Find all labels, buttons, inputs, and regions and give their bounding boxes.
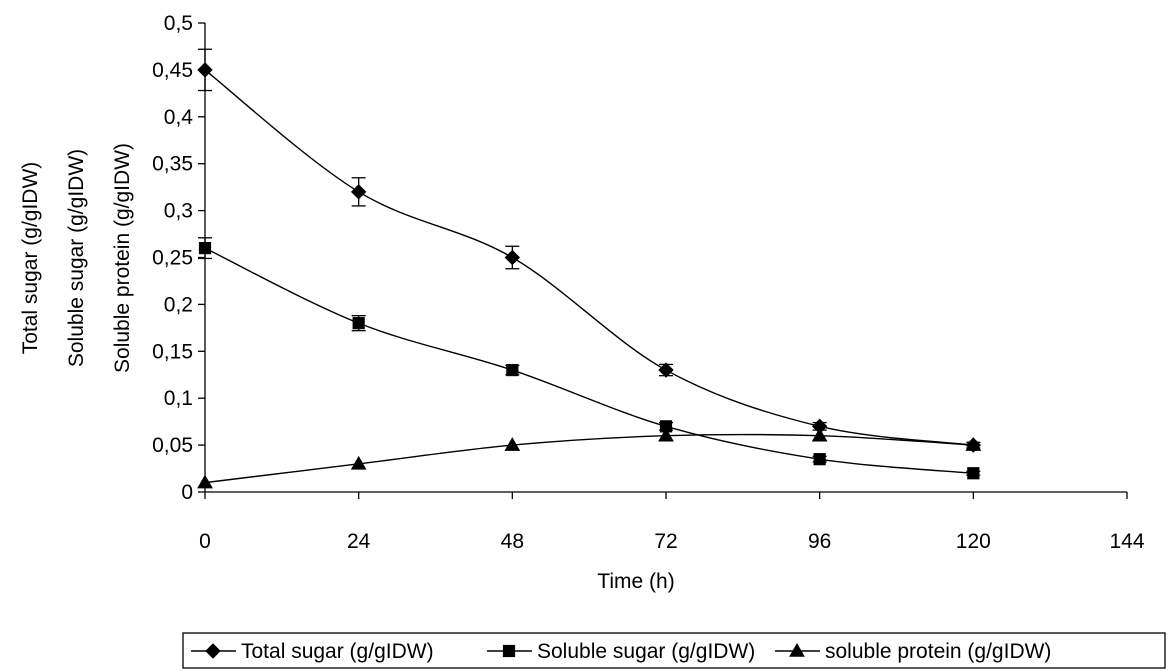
legend: Total sugar (g/gIDW) Soluble sugar (g/gID… <box>182 632 1166 669</box>
series-soluble-sugar <box>198 237 981 480</box>
data-point <box>197 62 213 78</box>
data-point <box>506 363 519 377</box>
legend-box <box>182 632 1166 669</box>
y-tick-label: 0,2 <box>164 293 193 316</box>
y-axis-title-line: Soluble sugar (g/gIDW) <box>65 149 88 367</box>
series-total-sugar <box>197 48 982 453</box>
legend-label: soluble protein (g/gIDW) <box>825 640 1051 663</box>
y-tick-label: 0 <box>181 481 193 504</box>
series-line <box>204 247 974 474</box>
data-point <box>658 362 674 378</box>
data-point <box>350 184 367 200</box>
legend-item: Soluble sugar (g/gIDW) <box>487 640 755 663</box>
y-tick-label: 0,15 <box>152 340 193 363</box>
y-tick-label: 0,25 <box>152 247 193 270</box>
x-tick-label: 48 <box>501 530 524 553</box>
y-axis-title-line: Total sugar (g/gIDW) <box>19 162 42 355</box>
data-point <box>350 455 367 470</box>
y-tick-label: 0,05 <box>152 434 193 457</box>
data-point <box>811 427 828 442</box>
x-tick-label: 72 <box>654 530 677 553</box>
y-tick-label: 0,45 <box>152 59 193 82</box>
x-tick-label: 24 <box>347 530 371 553</box>
data-point <box>504 437 521 451</box>
x-tick-label: 120 <box>956 530 991 553</box>
legend-marker <box>789 642 805 657</box>
y-tick-label: 0,35 <box>152 153 193 176</box>
data-point <box>813 453 826 466</box>
legend-label: Total sugar (g/gIDW) <box>241 640 434 663</box>
legend-item: Total sugar (g/gIDW) <box>191 640 434 663</box>
y-tick-label: 0,3 <box>164 200 193 223</box>
data-point <box>658 427 674 442</box>
series-line <box>204 69 974 446</box>
y-ticks: 0 0,05 0,1 0,15 0,2 0,25 0,3 0,35 0,4 0,45 0,5 <box>152 12 205 504</box>
series-line <box>204 433 974 484</box>
x-tick-label: 144 <box>1109 530 1144 553</box>
y-tick-label: 0,1 <box>164 387 193 410</box>
data-point <box>197 474 213 489</box>
legend-marker <box>502 644 516 658</box>
x-axis-title: Time (h) <box>597 570 674 593</box>
y-tick-label: 0,4 <box>164 106 194 129</box>
y-axis-title: Total sugar (g/gIDW) Soluble sugar (g/gID… <box>19 143 134 373</box>
x-tick-label: 0 <box>199 530 211 553</box>
x-tick-label: 96 <box>808 530 831 553</box>
legend-marker <box>205 643 221 659</box>
legend-label: Soluble sugar (g/gIDW) <box>537 640 755 663</box>
y-axis-title-line: Soluble protein (g/gIDW) <box>111 143 134 373</box>
data-point <box>965 437 982 451</box>
data-point <box>198 242 212 255</box>
legend-item: soluble protein (g/gIDW) <box>775 640 1051 663</box>
series-soluble-protein <box>197 427 982 489</box>
data-point <box>504 249 521 266</box>
y-tick-label: 0,5 <box>164 12 193 35</box>
data-point <box>967 467 980 480</box>
data-point <box>352 317 365 330</box>
x-ticks: 0 24 48 72 96 120 144 <box>199 492 1145 553</box>
plot-area <box>197 48 982 489</box>
